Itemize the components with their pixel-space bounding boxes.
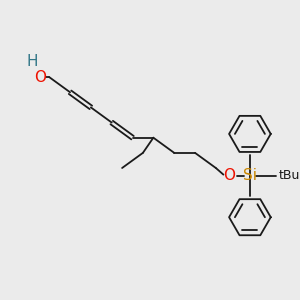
Text: Si: Si xyxy=(243,168,257,183)
Text: O: O xyxy=(223,168,235,183)
Text: O: O xyxy=(34,70,46,85)
Text: H: H xyxy=(26,55,38,70)
Text: tBu: tBu xyxy=(278,169,300,182)
